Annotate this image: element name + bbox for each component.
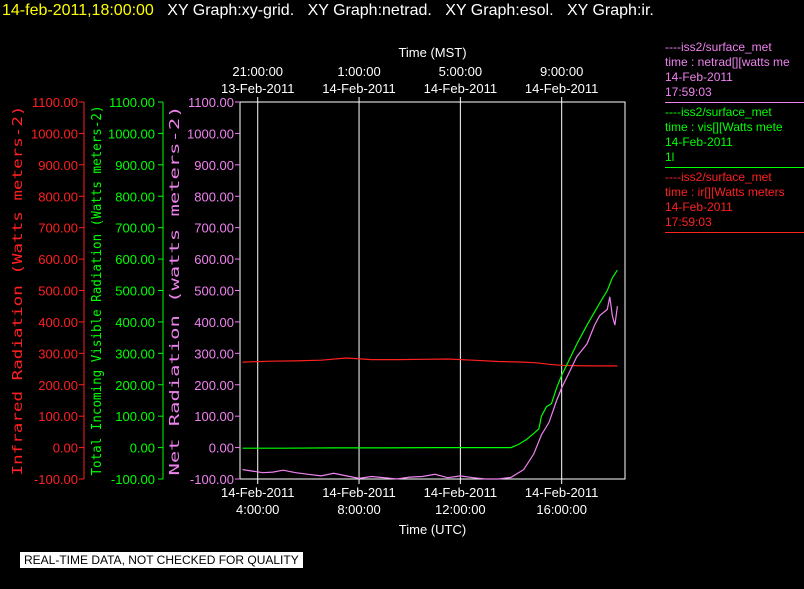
infrared-tick-label-8: 700.00 xyxy=(38,221,78,236)
visible-axis-title: Total Incoming Visible Radiation (Watts … xyxy=(90,106,105,476)
net-tick-label-7: 600.00 xyxy=(194,252,234,267)
visible-tick-label-0: -100.00 xyxy=(111,472,155,487)
legend-infrared-variable: time : ir[][Watts meters xyxy=(665,185,785,199)
visible-tick-label-7: 600.00 xyxy=(115,252,155,267)
infrared-tick-label-12: 1100.00 xyxy=(32,95,78,110)
net-tick-label-4: 300.00 xyxy=(194,346,234,361)
header-datetime: 14-feb-2011,18:00:00 xyxy=(2,2,154,19)
top-tick-time-1: 1:00:00 xyxy=(337,64,380,79)
top-tick-time-0: 21:00:00 xyxy=(232,64,283,79)
net-tick-label-5: 400.00 xyxy=(194,315,234,330)
visible-tick-label-4: 300.00 xyxy=(115,346,155,361)
infrared-tick-label-1: 0.00 xyxy=(53,441,78,456)
legend-visible-time: 1l xyxy=(665,150,675,164)
top-axis-label: Time (MST) xyxy=(398,45,466,60)
net-tick-label-1: 0.00 xyxy=(209,441,234,456)
infrared-tick-label-3: 200.00 xyxy=(38,378,78,393)
infrared-tick-label-5: 400.00 xyxy=(38,315,78,330)
legend-net-variable: time : netrad[][watts me xyxy=(665,55,790,69)
infrared-tick-label-10: 900.00 xyxy=(38,158,78,173)
bottom-axis-label: Time (UTC) xyxy=(399,522,466,537)
top-tick-date-2: 14-Feb-2011 xyxy=(424,81,497,96)
bottom-tick-date-2: 14-Feb-2011 xyxy=(424,485,497,500)
visible-tick-label-11: 1000.00 xyxy=(108,126,155,141)
net-tick-label-3: 200.00 xyxy=(194,378,234,393)
series-visible-line xyxy=(242,269,618,449)
legend-panel: ----iss2/surface_met time : netrad[][wat… xyxy=(665,40,804,235)
top-tick-date-0: 13-Feb-2011 xyxy=(221,81,294,96)
infrared-tick-label-11: 1000.00 xyxy=(31,126,78,141)
net-tick-label-2: 100.00 xyxy=(194,409,234,424)
top-tick-time-3: 9:00:00 xyxy=(540,64,583,79)
legend-visible-source: ----iss2/surface_met xyxy=(665,105,772,119)
bottom-tick-date-3: 14-Feb-2011 xyxy=(525,485,598,500)
series-infrared-line xyxy=(242,357,618,367)
bottom-tick-date-1: 14-Feb-2011 xyxy=(322,485,395,500)
visible-tick-label-8: 700.00 xyxy=(115,221,155,236)
top-tick-time-2: 5:00:00 xyxy=(439,64,482,79)
bottom-tick-time-1: 8:00:00 xyxy=(337,502,380,517)
bottom-tick-time-3: 16:00:00 xyxy=(536,502,587,517)
visible-tick-label-5: 400.00 xyxy=(115,315,155,330)
legend-net-time: 17:59:03 xyxy=(665,85,712,99)
legend-visible-variable: time : vis[][Watts mete xyxy=(665,120,783,134)
net-tick-label-10: 900.00 xyxy=(194,158,234,173)
visible-tick-label-2: 100.00 xyxy=(115,409,155,424)
legend-entry-visible: ----iss2/surface_met time : vis[][Watts … xyxy=(665,105,804,168)
bottom-tick-time-0: 4:00:00 xyxy=(236,502,279,517)
net-tick-label-6: 500.00 xyxy=(194,284,234,299)
top-tick-date-1: 14-Feb-2011 xyxy=(322,81,395,96)
visible-tick-label-6: 500.00 xyxy=(115,284,155,299)
net-tick-label-8: 700.00 xyxy=(194,221,234,236)
plot-frame xyxy=(239,101,626,480)
legend-infrared-time: 17:59:03 xyxy=(665,215,712,229)
infrared-axis-title: Infrared Radiation (Watts meters-2) xyxy=(11,106,26,476)
infrared-tick-label-0: -100.00 xyxy=(34,472,78,487)
quality-notice: REAL-TIME DATA, NOT CHECKED FOR QUALITY xyxy=(20,552,303,568)
visible-tick-label-1: 0.00 xyxy=(130,441,155,456)
visible-tick-label-12: 1100.00 xyxy=(109,95,155,110)
legend-visible-date: 14-Feb-2011 xyxy=(665,135,733,149)
chart-header: 14-feb-2011,18:00:00 XY Graph:xy-grid. X… xyxy=(2,2,663,20)
net-tick-label-9: 800.00 xyxy=(194,189,234,204)
visible-tick-label-3: 200.00 xyxy=(115,378,155,393)
infrared-tick-label-2: 100.00 xyxy=(38,409,78,424)
net-tick-label-0: -100.00 xyxy=(190,472,234,487)
header-graph-netrad: XY Graph:netrad. xyxy=(307,2,432,19)
legend-infrared-source: ----iss2/surface_met xyxy=(665,170,772,184)
net-axis-title: Net Radiation (watts meters-2) xyxy=(168,106,183,476)
visible-tick-label-10: 900.00 xyxy=(115,158,155,173)
infrared-tick-label-7: 600.00 xyxy=(38,252,78,267)
bottom-tick-time-2: 12:00:00 xyxy=(435,502,486,517)
visible-tick-label-9: 800.00 xyxy=(115,189,155,204)
bottom-tick-date-0: 14-Feb-2011 xyxy=(221,485,294,500)
infrared-tick-label-6: 500.00 xyxy=(38,284,78,299)
legend-infrared-date: 14-Feb-2011 xyxy=(665,200,733,214)
legend-entry-infrared: ----iss2/surface_met time : ir[][Watts m… xyxy=(665,170,804,233)
legend-entry-net: ----iss2/surface_met time : netrad[][wat… xyxy=(665,40,804,103)
net-tick-label-12: 1100.00 xyxy=(188,95,234,110)
top-tick-date-3: 14-Feb-2011 xyxy=(525,81,598,96)
header-graph-ir: XY Graph:ir. xyxy=(566,2,654,19)
infrared-tick-label-9: 800.00 xyxy=(38,189,78,204)
legend-net-date: 14-Feb-2011 xyxy=(665,70,733,84)
series-net-line xyxy=(242,296,618,480)
radiation-chart: 14-Feb-2011 4:00:00 14-Feb-2011 8:00:00 14-F… xyxy=(11,45,626,537)
header-graph-esol: XY Graph:esol. xyxy=(445,2,554,19)
infrared-tick-label-4: 300.00 xyxy=(38,346,78,361)
header-graph-xy-grid: XY Graph:xy-grid. xyxy=(167,2,295,19)
net-tick-label-11: 1000.00 xyxy=(187,126,234,141)
legend-net-source: ----iss2/surface_met xyxy=(665,40,772,54)
